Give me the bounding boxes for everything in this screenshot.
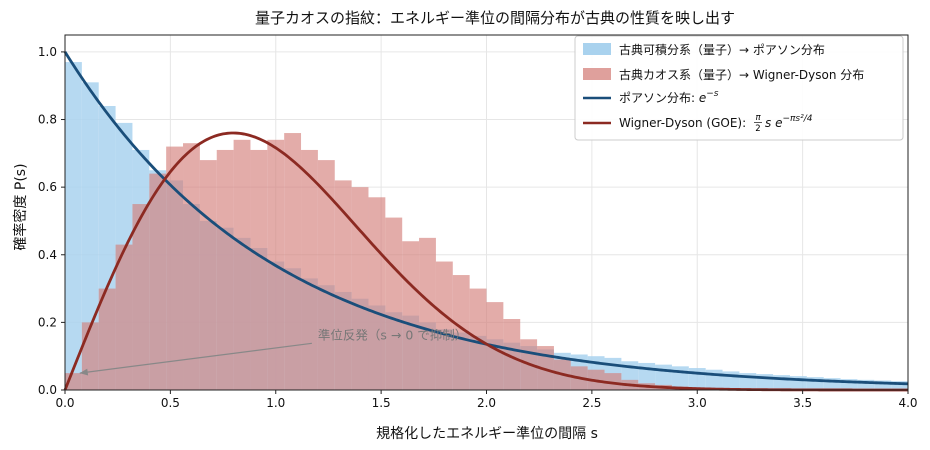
histogram-bar [402, 241, 420, 390]
histogram-bar [284, 133, 302, 391]
x-tick-label: 3.0 [688, 396, 707, 410]
histogram-bar [250, 149, 268, 390]
x-tick-label: 0.5 [161, 396, 180, 410]
legend-wd-frac-num: π [755, 113, 761, 123]
annotation: 準位反発（s → 0 で抑制） [79, 327, 467, 376]
legend-label-wd-curve: Wigner-Dyson (GOE): [619, 116, 746, 130]
histogram-bar [334, 180, 352, 390]
histogram-bar [132, 204, 150, 390]
annotation-arrowhead [79, 368, 89, 376]
legend-label-poisson-curve: ポアソン分布: e−s [619, 89, 719, 105]
histogram-bar [166, 146, 184, 390]
legend-wd-math-line: s e−πs²/4 [765, 114, 813, 130]
legend-wd-text: Wigner-Dyson (GOE): [619, 116, 746, 130]
annotation-arrow [79, 342, 312, 374]
x-tick-label: 1.5 [372, 396, 391, 410]
histogram-bar [891, 381, 908, 390]
histogram-bar [840, 379, 858, 390]
x-tick-label: 2.0 [477, 396, 496, 410]
legend-swatch-wd-hist [583, 68, 611, 80]
histogram-bar [823, 378, 841, 390]
histogram-bar [81, 82, 99, 390]
legend-swatch-poisson-hist [583, 43, 611, 55]
chart-title: 量子カオスの指紋：エネルギー準位の間隔分布が古典の性質を映し出す [255, 9, 735, 27]
histogram-bar [233, 139, 251, 390]
legend-poisson-math: e [699, 91, 706, 105]
annotation-text: 準位反発（s → 0 で抑制） [318, 327, 467, 342]
legend-wd-frac-den: 2 [755, 124, 760, 134]
histogram-bar [435, 261, 453, 390]
histogram-bar [301, 149, 318, 390]
y-tick-label: 0.0 [38, 383, 57, 397]
histogram-wigner-dyson [65, 133, 740, 391]
histogram-bar [317, 160, 335, 390]
ticks: 0.0 0.5 1.0 1.5 2.0 2.5 3.0 3.5 4.0 0.0 0.2 0.4 0.6 0… [38, 45, 918, 410]
legend-wd-math: s e [765, 116, 782, 130]
histogram-bar [98, 288, 116, 390]
x-tick-label: 0.0 [55, 396, 74, 410]
histogram-bar [216, 149, 234, 390]
histogram-bar [368, 197, 386, 390]
histogram-bar [452, 275, 470, 390]
x-tick-label: 1.0 [266, 396, 285, 410]
histogram-bar [149, 173, 167, 390]
histogram-bar [81, 322, 99, 390]
histogram-bar [115, 244, 133, 390]
legend-wd-sup: −πs²/4 [782, 114, 812, 124]
y-tick-label: 0.8 [38, 113, 57, 127]
histogram-bar [351, 187, 369, 390]
histogram-bar [604, 373, 622, 390]
legend-label-wd-hist: 古典カオス系（量子）→ Wigner-Dyson 分布 [619, 67, 864, 82]
histogram-bar [385, 217, 403, 390]
y-tick-label: 1.0 [38, 45, 57, 59]
legend-box [574, 35, 904, 141]
x-tick-label: 3.5 [793, 396, 812, 410]
x-tick-label: 4.0 [898, 396, 917, 410]
histogram-bar [857, 379, 875, 390]
histogram-bar [503, 319, 521, 390]
x-tick-label: 2.5 [582, 396, 601, 410]
y-tick-label: 0.4 [38, 248, 57, 262]
x-axis-label: 規格化したエネルギー準位の間隔 s [376, 426, 598, 442]
legend-label-poisson-hist: 古典可積分系（量子）→ ポアソン分布 [619, 42, 825, 57]
histogram-bar [874, 380, 892, 390]
y-axis-label: 確率密度 P(s) [12, 163, 29, 250]
legend-poisson-text: ポアソン分布: [619, 91, 699, 105]
histogram-bar [183, 143, 200, 390]
legend: 古典可積分系（量子）→ ポアソン分布 古典カオス系（量子）→ Wigner-Dy… [574, 35, 904, 141]
y-tick-label: 0.6 [38, 180, 57, 194]
legend-poisson-sup: −s [706, 89, 719, 99]
histogram-bar [199, 160, 217, 390]
histogram-bar [65, 62, 82, 391]
histogram-bar [419, 237, 436, 390]
y-tick-label: 0.2 [38, 315, 57, 329]
